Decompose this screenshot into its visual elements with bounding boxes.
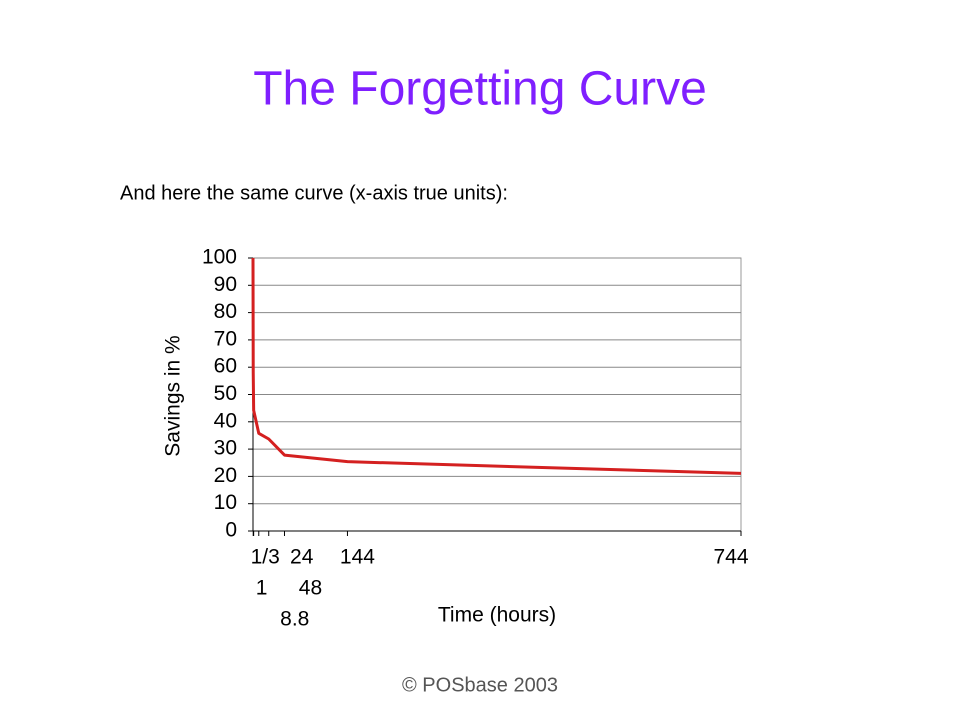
y-tick-label: 70 bbox=[214, 327, 237, 350]
y-tick-label: 90 bbox=[214, 273, 237, 296]
y-tick-label: 80 bbox=[214, 300, 237, 323]
x-axis-label: Time (hours) bbox=[438, 604, 556, 627]
slide-title: The Forgetting Curve bbox=[253, 63, 707, 116]
y-axis-label: Savings in % bbox=[162, 335, 185, 456]
y-tick-label: 50 bbox=[214, 382, 237, 405]
y-tick-label: 30 bbox=[214, 437, 237, 460]
x-tick-label: 1 bbox=[256, 577, 268, 600]
footer: © POSbase 2003 bbox=[402, 674, 558, 696]
y-tick-label: 10 bbox=[214, 491, 237, 514]
y-tick-label: 40 bbox=[214, 409, 237, 432]
y-tick-label: 20 bbox=[214, 464, 237, 487]
x-tick-label: 744 bbox=[713, 546, 748, 569]
x-tick-label: 48 bbox=[299, 577, 322, 600]
subtitle: And here the same curve (x-axis true uni… bbox=[120, 182, 508, 204]
y-tick-label: 100 bbox=[202, 246, 237, 269]
x-tick-label: 24 bbox=[290, 546, 314, 569]
y-tick-label: 0 bbox=[225, 519, 237, 542]
y-tick-label: 60 bbox=[214, 355, 237, 378]
x-tick-label: 8.8 bbox=[280, 608, 309, 631]
forgetting-curve bbox=[251, 257, 742, 475]
x-tick-label: 1/3 bbox=[251, 546, 280, 569]
x-tick-label: 144 bbox=[340, 546, 375, 569]
